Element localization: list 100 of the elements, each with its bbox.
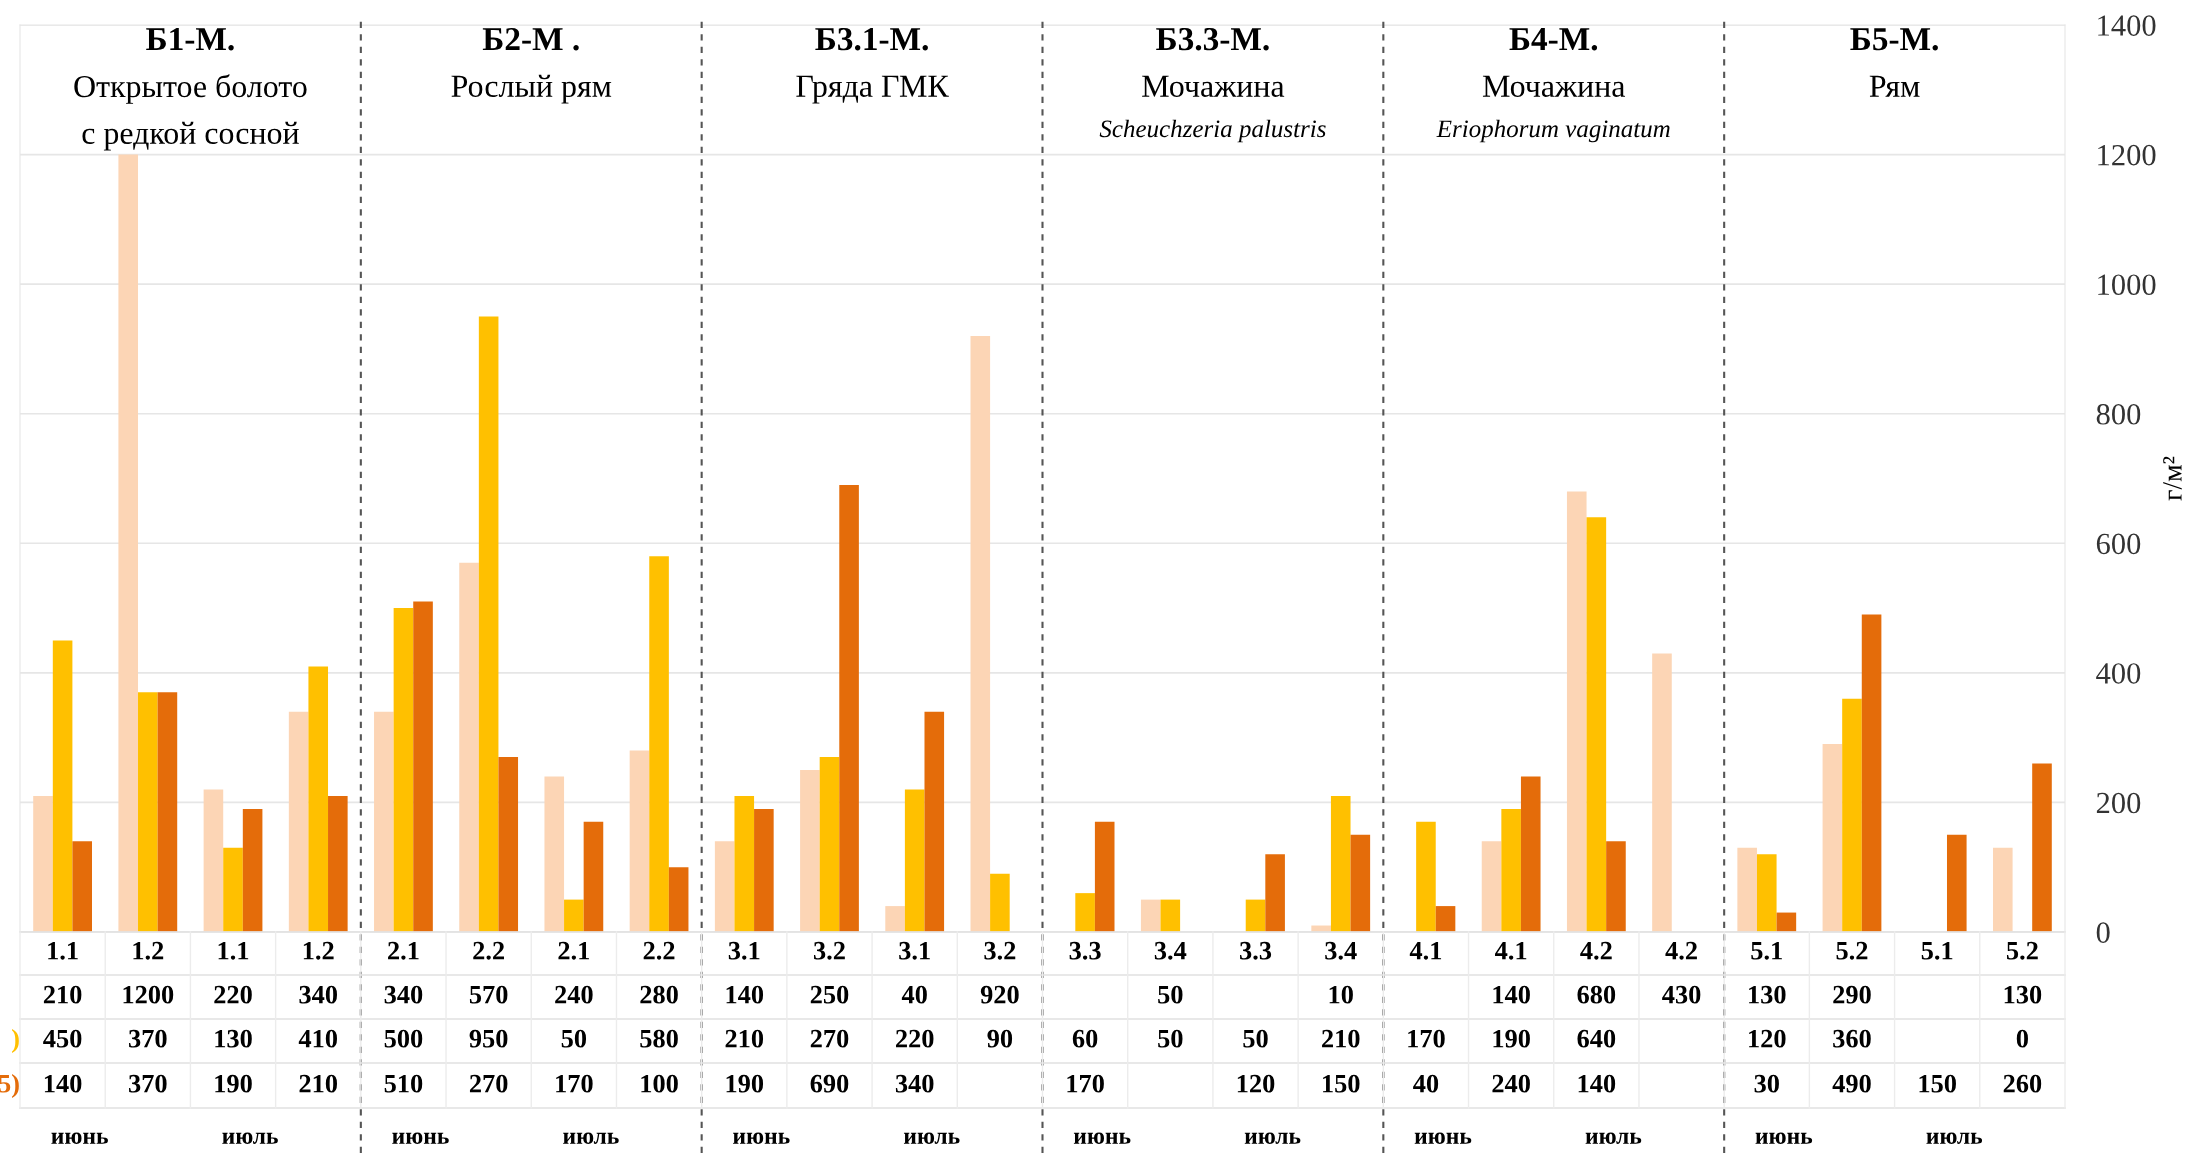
annotation: Б4-М. Мочажина: [1482, 28, 1626, 97]
bar: [223, 847, 243, 932]
x-tick-label: 5.1: [1751, 941, 1782, 960]
x-tick-label: 3.1: [728, 941, 760, 960]
data-label: 50: [1158, 985, 1183, 1004]
text: июнь: [733, 1132, 790, 1144]
data-label: 210: [1322, 1029, 1360, 1048]
data-label: 220: [896, 1029, 934, 1048]
data-label: 170: [1067, 1074, 1104, 1093]
data-label: 120: [1749, 1029, 1786, 1048]
data-label: 150: [1323, 1074, 1360, 1093]
data-label: 170: [556, 1074, 593, 1093]
bar: [2032, 763, 2052, 932]
x-tick-label: 5.2: [2006, 941, 2038, 960]
annotation: Б1-М. Открытое болото с редкой сосной: [74, 28, 307, 151]
text: июнь: [1073, 1132, 1131, 1144]
x-tick-label: 1.2: [133, 941, 164, 960]
text: июль: [1244, 1132, 1301, 1144]
data-label: 370: [129, 1074, 167, 1093]
bar: [52, 640, 73, 932]
x-tick-label: 4.2: [1580, 941, 1612, 960]
bar: [990, 873, 1010, 932]
bar: [1606, 841, 1626, 932]
bar: [308, 666, 329, 932]
bar: [1160, 899, 1181, 932]
bar: [393, 608, 414, 932]
data-label: 290: [1833, 985, 1871, 1004]
data-label: 570: [469, 985, 508, 1004]
bar: [413, 601, 433, 932]
data-label: 450: [43, 1029, 82, 1048]
text: июль: [1585, 1132, 1642, 1144]
data-label: 130: [2004, 985, 2042, 1004]
x-tick-label: 4.2: [1665, 941, 1697, 960]
bar: [118, 154, 139, 932]
data-label: 410: [298, 1029, 338, 1048]
data-label: 140: [1493, 985, 1530, 1004]
bar: [734, 795, 755, 932]
bar: [1861, 614, 1882, 932]
text: июнь: [1755, 1132, 1813, 1144]
annotation: Scheuchzeria palustris: [1099, 119, 1326, 143]
data-label: 10: [1329, 985, 1353, 1004]
bar: [1481, 841, 1502, 932]
data-label: 580: [640, 1029, 678, 1048]
bar: [1075, 893, 1095, 932]
x-tick-label: 3.2: [984, 941, 1016, 960]
annotation: Б5-М. Рям: [1850, 28, 1938, 97]
y-tick-label: 1200: [2098, 144, 2156, 166]
x-tick-label: 2.1: [388, 941, 419, 960]
data-label: 40: [1413, 1074, 1439, 1093]
bar: [1140, 899, 1161, 932]
text: июль: [1926, 1132, 1983, 1144]
data-label: 210: [299, 1074, 338, 1093]
bar: [544, 776, 565, 932]
data-label: 490: [1832, 1074, 1871, 1093]
bar: [839, 484, 859, 932]
data-label: 130: [1749, 985, 1786, 1004]
data-label: 360: [1833, 1029, 1871, 1048]
x-tick-label: 5.1: [1921, 941, 1953, 960]
text: июнь: [392, 1132, 449, 1144]
bar: [203, 789, 224, 932]
bar: [1737, 847, 1757, 932]
data-label: 130: [215, 1029, 252, 1048]
bar: [1946, 834, 1967, 932]
data-label: 640: [1577, 1029, 1616, 1048]
bar: [1265, 854, 1285, 932]
data-label: 250: [810, 985, 849, 1004]
y-tick-label: 200: [2096, 792, 2141, 814]
annotation: Б2-М . Рослый рям: [451, 27, 612, 104]
data-label: 60: [1072, 1029, 1098, 1048]
data-label: 30: [1754, 1074, 1779, 1093]
x-tick-label: 4.1: [1409, 941, 1442, 960]
bar: [459, 562, 479, 932]
data-label: 50: [1243, 1029, 1268, 1048]
data-label: 430: [1662, 985, 1701, 1004]
bar: [1435, 906, 1456, 932]
bar: [564, 899, 584, 932]
x-tick-label: 1.1: [218, 941, 249, 960]
data-label: 950: [469, 1029, 508, 1048]
bar: [1652, 653, 1672, 932]
x-tick-label: 3.3: [1240, 941, 1272, 960]
data-label: 190: [215, 1074, 252, 1093]
data-label: 210: [725, 1029, 764, 1048]
bar: [668, 867, 689, 932]
bar: [754, 808, 774, 932]
data-label: 140: [726, 985, 764, 1004]
bar: [1094, 821, 1115, 932]
bar: [1993, 847, 2013, 932]
y-tick-label: 400: [2096, 663, 2141, 684]
data-label: 510: [384, 1074, 423, 1093]
data-label: 140: [44, 1074, 82, 1093]
data-label: 260: [2003, 1074, 2042, 1093]
x-tick-label: 2.2: [473, 941, 505, 960]
bar: [1776, 912, 1797, 932]
data-label: 500: [384, 1029, 423, 1048]
data-label: 100: [641, 1074, 678, 1093]
bar: [583, 821, 604, 932]
x-tick-label: 1.1: [48, 941, 78, 960]
data-label: 50: [1158, 1029, 1183, 1048]
data-label: 270: [810, 1029, 849, 1048]
data-label: 690: [810, 1074, 849, 1093]
